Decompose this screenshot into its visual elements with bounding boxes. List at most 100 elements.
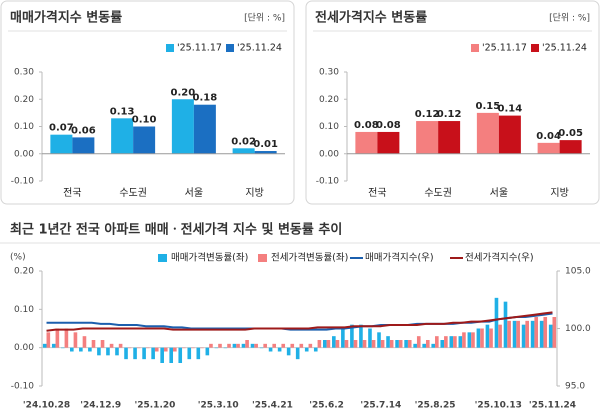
bar bbox=[471, 332, 475, 348]
value-label: 0.08 bbox=[376, 120, 401, 131]
bar bbox=[534, 317, 539, 348]
bar bbox=[72, 137, 95, 154]
value-label: 0.14 bbox=[498, 104, 523, 115]
bar bbox=[236, 343, 240, 348]
y-tick-label: 0.10 bbox=[14, 122, 34, 132]
chart-title: 매매가격지수 변동률 bbox=[10, 11, 122, 26]
x-tick-label: 수도권 bbox=[119, 187, 147, 199]
x-tick-label: '25.10.13 bbox=[475, 401, 522, 411]
y2-tick-label: 105.0 bbox=[565, 267, 591, 277]
bar bbox=[136, 347, 141, 349]
bar bbox=[109, 343, 114, 348]
bar bbox=[326, 340, 331, 348]
value-label: 0.12 bbox=[437, 109, 462, 120]
bar bbox=[295, 347, 300, 360]
bar bbox=[512, 320, 517, 348]
legend-swatch bbox=[531, 44, 539, 52]
legend-label: '25.11.24 bbox=[542, 43, 587, 54]
bar bbox=[380, 340, 385, 348]
y-axis-label: (%) bbox=[10, 253, 26, 263]
bar bbox=[200, 347, 204, 349]
bar bbox=[386, 336, 390, 348]
bar bbox=[182, 347, 186, 349]
bar bbox=[50, 134, 73, 154]
bar bbox=[317, 340, 322, 348]
bar bbox=[214, 347, 219, 349]
bar bbox=[525, 320, 529, 348]
bar bbox=[377, 332, 381, 348]
bar bbox=[254, 343, 258, 348]
line-series bbox=[46, 311, 553, 332]
bar bbox=[133, 347, 137, 360]
bar bbox=[389, 340, 394, 348]
bar bbox=[304, 347, 309, 352]
bar bbox=[539, 320, 544, 348]
x-tick-label: '25.8.25 bbox=[415, 401, 456, 411]
x-tick-label: 지방 bbox=[550, 187, 568, 199]
bar bbox=[191, 347, 195, 349]
bar bbox=[341, 328, 345, 348]
bar bbox=[133, 126, 156, 154]
bar bbox=[371, 340, 376, 348]
bar bbox=[398, 340, 403, 348]
bar bbox=[359, 324, 363, 348]
legend-swatch bbox=[226, 44, 234, 52]
bar bbox=[404, 340, 408, 348]
y-tick-label: 0.20 bbox=[319, 95, 339, 105]
x-tick-label: 서울 bbox=[490, 187, 508, 199]
bar bbox=[440, 340, 445, 348]
x-tick-label: '25.4.21 bbox=[252, 401, 293, 411]
bar bbox=[503, 301, 508, 348]
bar bbox=[46, 332, 51, 348]
bar bbox=[115, 347, 119, 356]
bar bbox=[160, 347, 164, 363]
bar bbox=[209, 343, 213, 348]
value-label: 0.04 bbox=[536, 131, 561, 142]
bar bbox=[70, 347, 74, 352]
x-tick-label: 전국 bbox=[63, 187, 81, 199]
x-tick-label: '25.3.10 bbox=[198, 401, 239, 411]
bar bbox=[154, 347, 159, 352]
bar bbox=[82, 336, 87, 348]
bar bbox=[205, 347, 210, 356]
bar bbox=[250, 343, 255, 348]
bar bbox=[350, 324, 354, 348]
y-tick-label: 0.30 bbox=[14, 68, 34, 78]
bar bbox=[241, 343, 246, 348]
value-label: 0.08 bbox=[354, 120, 379, 131]
bar bbox=[335, 340, 340, 348]
bar bbox=[91, 340, 96, 348]
y-tick-label: 0.00 bbox=[319, 149, 339, 159]
bar bbox=[299, 343, 304, 348]
bar bbox=[97, 347, 101, 356]
bar bbox=[476, 112, 499, 154]
bar bbox=[127, 347, 132, 349]
bar bbox=[259, 347, 264, 349]
legend-label: 매매가격변동률(좌) bbox=[171, 252, 248, 264]
x-tick-label: '24.10.28 bbox=[23, 401, 70, 411]
value-label: 0.10 bbox=[132, 115, 157, 126]
bar bbox=[407, 340, 412, 348]
bar bbox=[51, 343, 56, 348]
y-tick-label: 0.10 bbox=[14, 305, 34, 315]
bar bbox=[187, 347, 192, 360]
value-label: 0.02 bbox=[231, 136, 256, 147]
bar bbox=[362, 340, 367, 348]
bar bbox=[173, 347, 177, 352]
bar bbox=[268, 347, 273, 352]
legend-swatch bbox=[166, 44, 174, 52]
x-tick-label: 지방 bbox=[245, 187, 263, 199]
y-tick-label: 0.20 bbox=[14, 95, 34, 105]
bar bbox=[73, 332, 78, 348]
bar bbox=[163, 347, 168, 352]
x-tick-label: 수도권 bbox=[424, 187, 452, 199]
bar bbox=[118, 343, 123, 348]
bar bbox=[355, 131, 378, 154]
bar bbox=[458, 336, 463, 348]
value-label: 0.05 bbox=[558, 128, 583, 139]
bar bbox=[425, 340, 430, 348]
legend-label: 전세가격변동률(좌) bbox=[271, 252, 348, 264]
bar bbox=[88, 347, 92, 352]
bar bbox=[178, 347, 183, 363]
value-label: 0.07 bbox=[49, 123, 74, 134]
